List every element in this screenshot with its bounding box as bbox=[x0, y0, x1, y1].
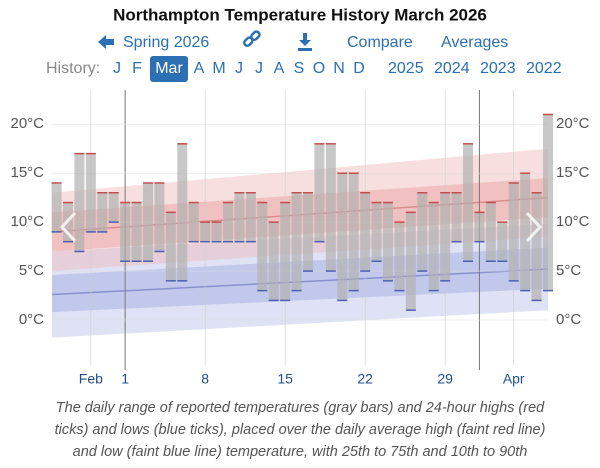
daily-range-bar bbox=[268, 222, 279, 301]
month-link[interactable]: A bbox=[274, 60, 285, 77]
daily-range-bar bbox=[97, 192, 108, 232]
x-tick-label: 22 bbox=[357, 371, 373, 387]
daily-range-bar bbox=[108, 192, 119, 223]
y-tick-label: 10°C bbox=[10, 213, 44, 230]
daily-range-bar bbox=[291, 192, 302, 291]
y-tick-label: 0°C bbox=[19, 311, 44, 328]
y-tick-label: 20°C bbox=[10, 115, 44, 132]
download-icon[interactable] bbox=[298, 33, 312, 51]
daily-range-bar bbox=[508, 182, 519, 281]
daily-range-bar bbox=[360, 192, 371, 272]
nav-compare[interactable]: Compare bbox=[347, 34, 413, 51]
x-tick-label: Apr bbox=[503, 371, 525, 387]
daily-range-bar bbox=[531, 192, 542, 301]
daily-range-bar bbox=[520, 173, 531, 291]
daily-range-bar bbox=[165, 212, 176, 281]
next-arrow[interactable] bbox=[525, 211, 543, 243]
daily-range-bar bbox=[463, 143, 473, 262]
x-tick-label: Feb bbox=[79, 371, 103, 387]
history-row: History: J F Mar A M J J A S O N D 2025 2024 2023 2022 bbox=[46, 56, 562, 82]
y-tick-label-right: 20°C bbox=[556, 115, 590, 132]
daily-range-bar bbox=[154, 182, 165, 252]
nav-back[interactable]: Spring 2026 bbox=[123, 34, 209, 51]
daily-range-bar bbox=[451, 192, 462, 242]
daily-range-bar bbox=[234, 192, 245, 242]
y-tick-label-right: 5°C bbox=[556, 262, 581, 279]
daily-range-bar bbox=[120, 202, 131, 262]
daily-range-bar bbox=[497, 222, 508, 262]
daily-range-bar bbox=[223, 202, 233, 242]
month-link[interactable]: N bbox=[333, 60, 345, 77]
x-tick-label: 29 bbox=[437, 371, 453, 387]
month-link[interactable]: O bbox=[313, 60, 325, 77]
daily-range-bar bbox=[131, 202, 142, 262]
month-link[interactable]: M bbox=[212, 60, 225, 77]
daily-range-bar bbox=[348, 173, 359, 291]
daily-range-bar bbox=[188, 202, 199, 242]
month-link[interactable]: F bbox=[132, 60, 142, 77]
chart-title: Northampton Temperature History March 20… bbox=[113, 5, 487, 24]
caption: The daily range of reported temperatures… bbox=[55, 400, 546, 460]
link-icon[interactable] bbox=[243, 30, 261, 47]
month-selected[interactable]: Mar bbox=[155, 60, 183, 77]
month-link[interactable]: J bbox=[113, 60, 121, 77]
daily-range-bar bbox=[474, 212, 485, 242]
daily-range-bar bbox=[303, 192, 313, 272]
daily-range-bar bbox=[211, 222, 222, 242]
back-arrow[interactable] bbox=[98, 35, 114, 49]
daily-range-bar bbox=[85, 153, 96, 232]
month-link[interactable]: S bbox=[294, 60, 305, 77]
y-tick-label-right: 0°C bbox=[556, 311, 581, 328]
daily-range-bar bbox=[143, 182, 153, 262]
caption-line: ticks) and lows (blue ticks), placed ove… bbox=[55, 422, 546, 438]
year-link[interactable]: 2025 bbox=[388, 60, 424, 77]
x-tick-label: 8 bbox=[201, 371, 209, 387]
plot-area: Feb 1 8 15 22 29 Apr 0°C 0°C 5°C 5°C 10°C 10°C 15°C 15… bbox=[10, 90, 590, 387]
year-link[interactable]: 2022 bbox=[526, 60, 562, 77]
daily-range-bar bbox=[177, 143, 188, 281]
y-tick-label-right: 10°C bbox=[556, 213, 590, 230]
daily-range-bar bbox=[337, 173, 348, 301]
nav-averages[interactable]: Averages bbox=[441, 34, 508, 51]
daily-range-bar bbox=[280, 202, 291, 301]
month-link[interactable]: J bbox=[255, 60, 263, 77]
daily-range-bar bbox=[325, 143, 336, 272]
daily-range-bar bbox=[51, 182, 62, 232]
caption-line: The daily range of reported temperatures… bbox=[56, 400, 545, 416]
daily-range-bar bbox=[485, 202, 496, 262]
selected-month-bg bbox=[150, 56, 188, 82]
daily-range-bar bbox=[74, 153, 85, 252]
daily-range-bar bbox=[543, 114, 553, 291]
daily-range-bar bbox=[417, 192, 428, 272]
year-link[interactable]: 2023 bbox=[480, 60, 516, 77]
month-link[interactable]: D bbox=[353, 60, 365, 77]
x-tick-label: 15 bbox=[277, 371, 293, 387]
history-label: History: bbox=[46, 60, 100, 77]
daily-range-bar bbox=[394, 222, 405, 291]
daily-range-bar bbox=[314, 143, 325, 242]
caption-line: and low (faint blue line) temperature, w… bbox=[73, 444, 528, 460]
prev-arrow[interactable] bbox=[59, 211, 77, 243]
daily-range-bar bbox=[371, 202, 382, 262]
daily-range-bar bbox=[428, 202, 439, 291]
x-tick-label: 1 bbox=[121, 371, 129, 387]
month-link[interactable]: A bbox=[194, 60, 205, 77]
daily-range-bar bbox=[405, 212, 416, 311]
month-link[interactable]: J bbox=[235, 60, 243, 77]
year-link[interactable]: 2024 bbox=[434, 60, 470, 77]
daily-range-bar bbox=[245, 192, 256, 242]
y-tick-label: 15°C bbox=[10, 164, 44, 181]
y-tick-label: 5°C bbox=[19, 262, 44, 279]
daily-range-bar bbox=[383, 202, 393, 281]
daily-range-bar bbox=[440, 192, 451, 281]
daily-range-bar bbox=[200, 222, 211, 242]
y-tick-label-right: 15°C bbox=[556, 164, 590, 181]
daily-range-bar bbox=[257, 202, 268, 291]
